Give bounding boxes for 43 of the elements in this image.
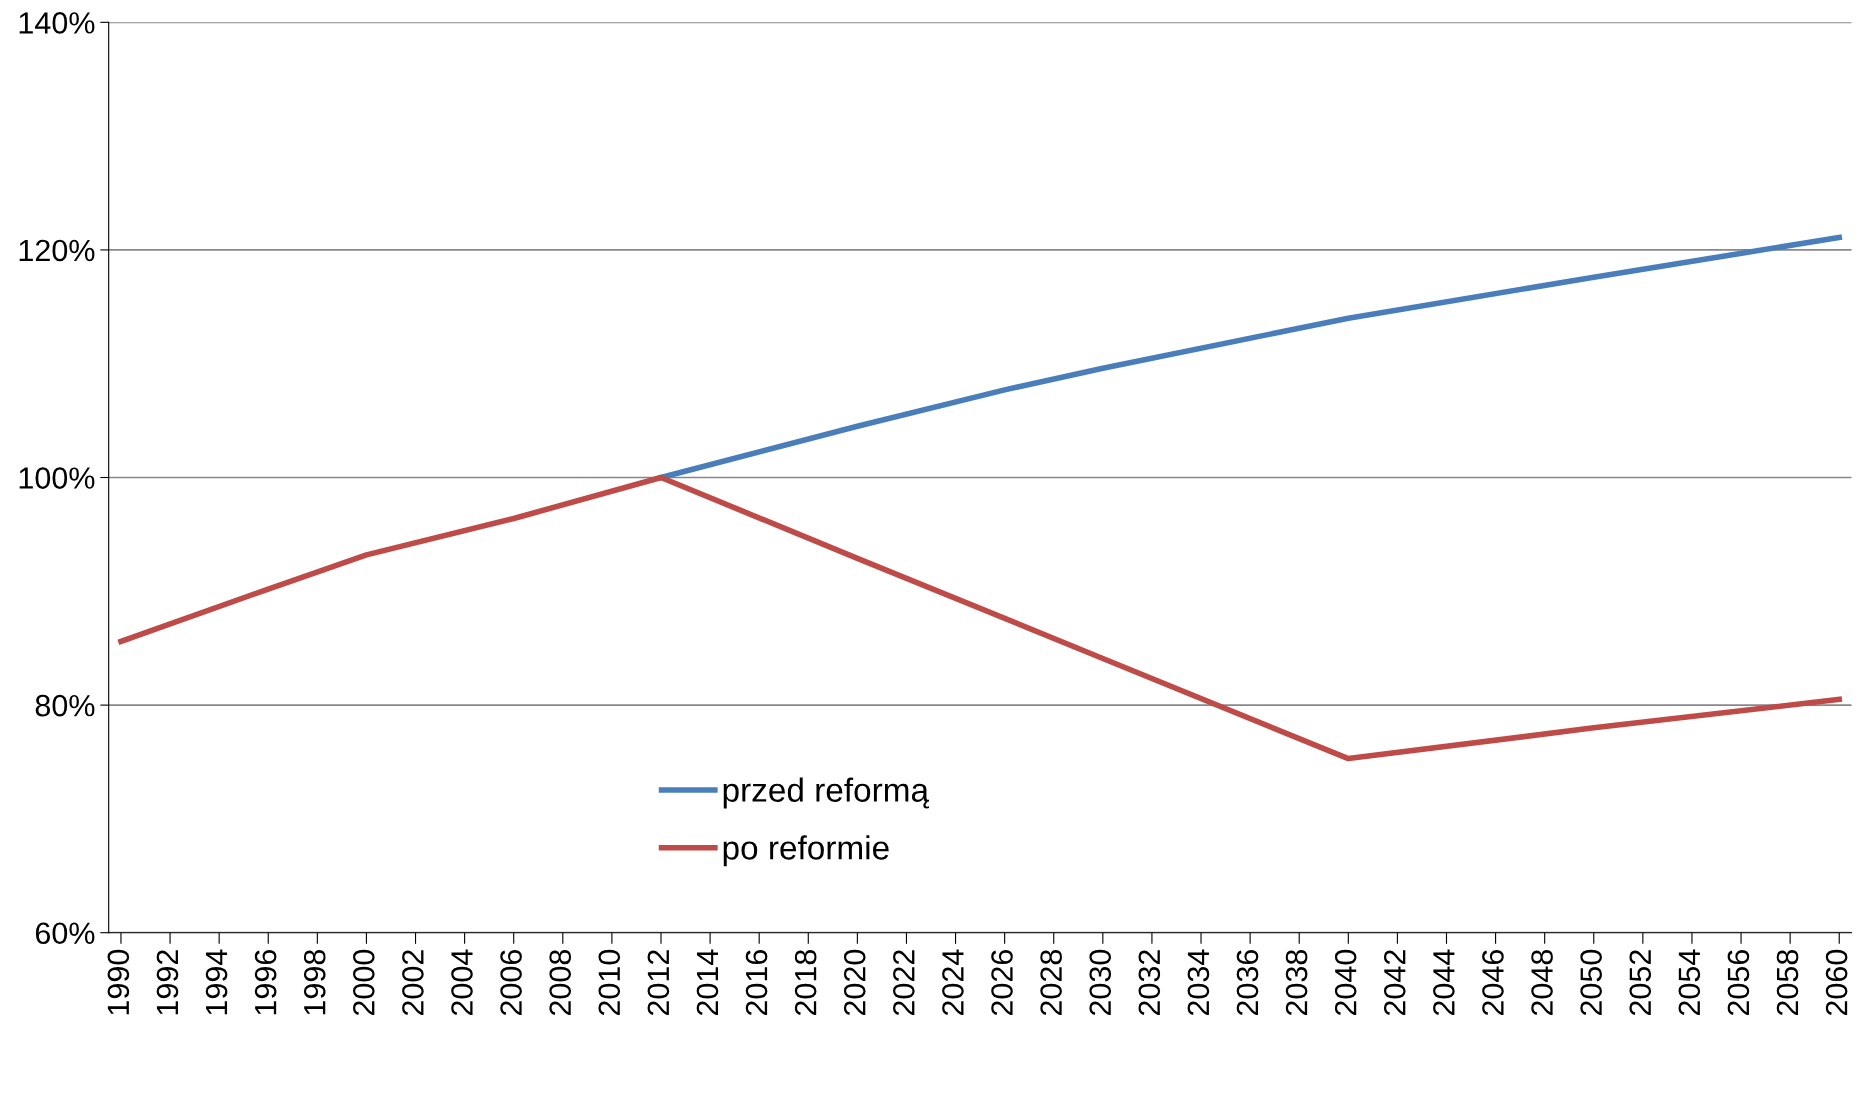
y-tick-label: 120% (19, 239, 95, 262)
y-tick-label: 100% (19, 467, 95, 489)
legend-label: po reformie (723, 835, 889, 867)
x-tick-label: 2026 (991, 950, 1013, 1016)
x-tick-label: 1992 (156, 950, 179, 1015)
x-tick-label: 2030 (1089, 949, 1112, 1016)
x-tick-label: 2024 (942, 949, 964, 1016)
y-tick-label: 60% (35, 922, 95, 945)
x-tick-label: 2054 (1678, 949, 1701, 1016)
x-tick-label: 2060 (1825, 949, 1848, 1016)
x-tick-label: 2048 (1531, 949, 1553, 1016)
x-tick-label: 2020 (843, 949, 866, 1016)
x-tick-label: 1998 (303, 949, 326, 1015)
x-tick-label: 2002 (402, 950, 424, 1016)
x-tick-label: 2022 (893, 950, 915, 1016)
x-tick-label: 2036 (1236, 950, 1259, 1016)
x-tick-label: 1996 (254, 950, 277, 1015)
x-tick-label: 2058 (1776, 949, 1799, 1016)
x-tick-label: 2016 (745, 950, 768, 1016)
x-tick-label: 2008 (549, 949, 572, 1016)
x-tick-label: 2014 (696, 949, 719, 1016)
x-tick-label: 2032 (1138, 950, 1161, 1016)
x-tick-label: 2040 (1334, 949, 1357, 1016)
legend-label: przed reformą (723, 777, 930, 809)
x-tick-label: 2052 (1629, 950, 1652, 1016)
x-tick-label: 2006 (500, 950, 522, 1016)
x-tick-label: 1994 (205, 949, 228, 1015)
x-tick-label: 2028 (1040, 949, 1062, 1016)
x-tick-label: 2034 (1187, 949, 1210, 1016)
x-tick-label: 2046 (1482, 950, 1504, 1016)
x-tick-label: 2042 (1383, 950, 1406, 1016)
x-tick-label: 2056 (1727, 950, 1750, 1016)
x-tick-label: 2000 (353, 949, 375, 1016)
y-tick-label: 80% (35, 694, 95, 717)
x-tick-label: 2012 (647, 950, 670, 1016)
x-tick-label: 2044 (1433, 949, 1455, 1016)
x-tick-label: 2038 (1285, 949, 1308, 1016)
x-tick-label: 2050 (1580, 949, 1602, 1016)
x-tick-label: 2018 (794, 949, 817, 1016)
x-tick-label: 2004 (451, 949, 473, 1016)
y-tick-label: 140% (19, 12, 95, 34)
x-tick-label: 1990 (107, 949, 130, 1015)
x-tick-label: 2010 (598, 949, 621, 1016)
